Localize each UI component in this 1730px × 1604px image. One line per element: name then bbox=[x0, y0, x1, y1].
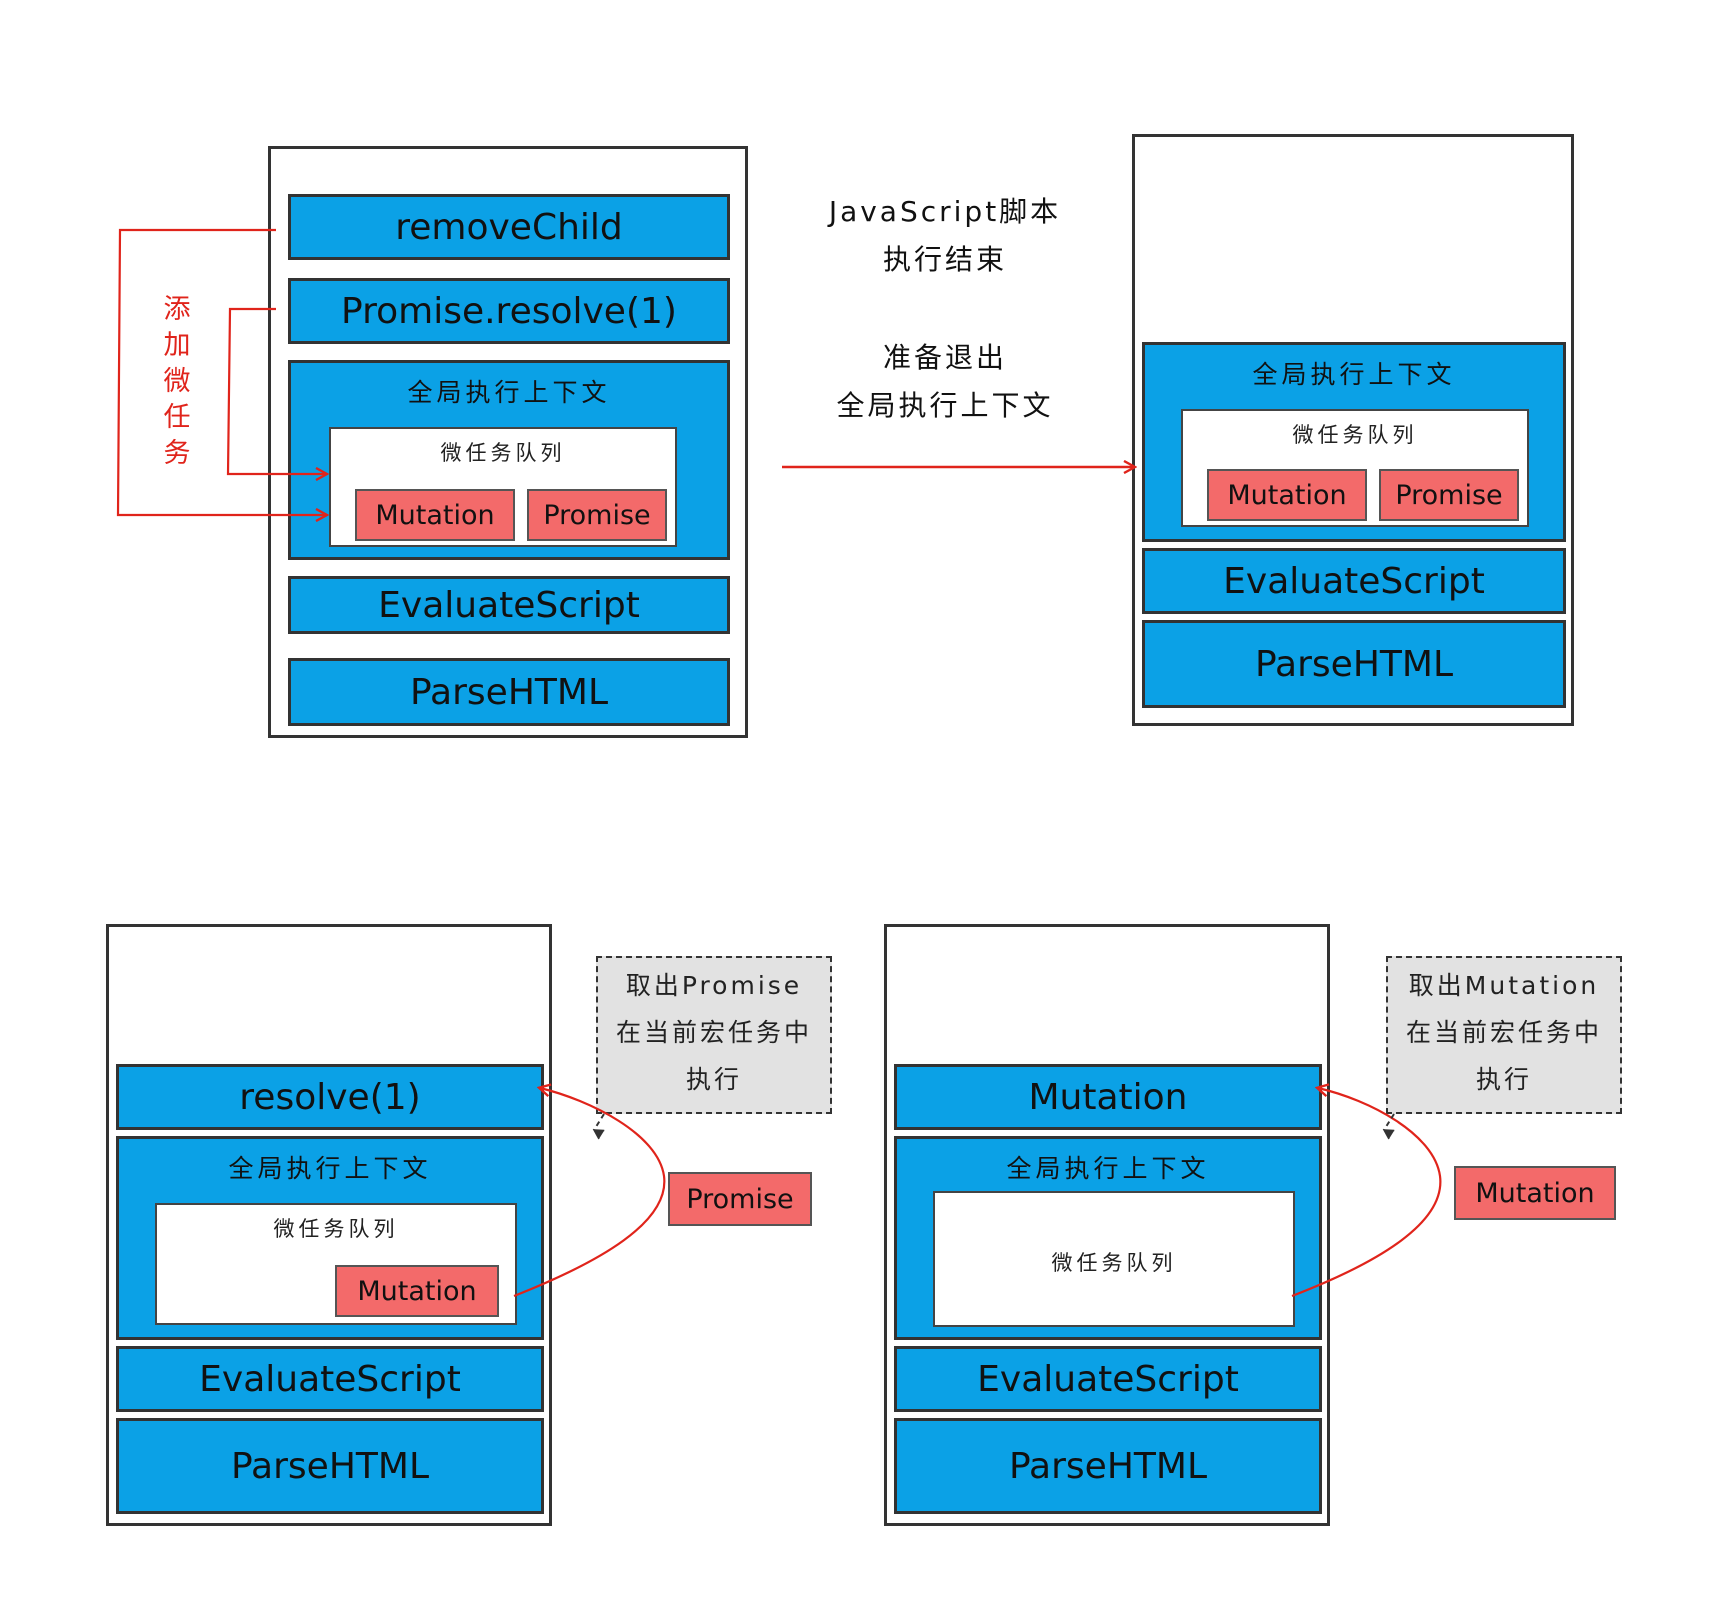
note-take-mutation: 取出Mutation 在当前宏任务中 执行 bbox=[1386, 956, 1622, 1114]
frame-resolve: resolve(1) bbox=[116, 1064, 544, 1130]
task-mutation: Mutation bbox=[1207, 469, 1367, 521]
side-char: 任 bbox=[163, 402, 191, 433]
frame-evaluate-script: EvaluateScript bbox=[1142, 548, 1566, 614]
arrow-mutation-to-top bbox=[1291, 1088, 1442, 1298]
frame-parse-html: ParseHTML bbox=[116, 1418, 544, 1514]
global-context-title: 全局执行上下文 bbox=[1006, 1154, 1210, 1183]
frame-parse-html: ParseHTML bbox=[1142, 620, 1566, 708]
note-line: 取出Mutation bbox=[1408, 971, 1600, 1000]
note-line: 在当前宏任务中 bbox=[1405, 1018, 1602, 1047]
arrow-promise-to-queue bbox=[226, 307, 326, 474]
moving-task-mutation: Mutation bbox=[1454, 1166, 1616, 1220]
frame-remove-child: removeChild bbox=[288, 194, 730, 260]
arrow-removechild-to-queue bbox=[116, 228, 326, 515]
microtask-queue-title: 微任务队列 bbox=[273, 1217, 399, 1241]
microtask-queue-title: 微任务队列 bbox=[440, 441, 566, 465]
global-context-title: 全局执行上下文 bbox=[407, 378, 611, 407]
frame-evaluate-script: EvaluateScript bbox=[288, 576, 730, 634]
global-execution-context: 全局执行上下文 微任务队列 Mutation Promise bbox=[288, 360, 730, 560]
microtask-queue-empty: 微任务队列 bbox=[933, 1191, 1295, 1327]
note-line: 执行 bbox=[1475, 1065, 1532, 1094]
transition-label: JavaScript脚本 执行结束 准备退出 全局执行上下文 bbox=[790, 188, 1100, 430]
note-pointer bbox=[1382, 1113, 1395, 1140]
frame-evaluate-script: EvaluateScript bbox=[894, 1346, 1322, 1412]
microtask-queue-title: 微任务队列 bbox=[1051, 1251, 1177, 1275]
microtask-queue-title: 微任务队列 bbox=[1292, 423, 1418, 447]
note-line: 执行 bbox=[685, 1065, 742, 1094]
global-execution-context: 全局执行上下文 微任务队列 Mutation Promise bbox=[1142, 342, 1566, 542]
transition-line-2: 执行结束 bbox=[882, 243, 1007, 276]
global-context-title: 全局执行上下文 bbox=[1252, 360, 1456, 389]
note-line: 取出Promise bbox=[625, 971, 803, 1000]
frame-parse-html: ParseHTML bbox=[894, 1418, 1322, 1514]
transition-line-3: 准备退出 bbox=[882, 341, 1007, 374]
frame-promise-resolve: Promise.resolve(1) bbox=[288, 278, 730, 344]
side-char: 务 bbox=[163, 438, 191, 469]
frame-parse-html: ParseHTML bbox=[288, 658, 730, 726]
task-promise: Promise bbox=[1379, 469, 1519, 521]
microtask-queue: 微任务队列 Mutation Promise bbox=[329, 427, 677, 547]
side-char: 加 bbox=[163, 330, 191, 361]
frame-evaluate-script: EvaluateScript bbox=[116, 1346, 544, 1412]
arrow-promise-to-resolve bbox=[513, 1088, 666, 1298]
microtask-queue: 微任务队列 Mutation bbox=[155, 1203, 517, 1325]
side-char: 微 bbox=[163, 366, 191, 397]
transition-line-1: JavaScript脚本 bbox=[828, 195, 1062, 228]
global-execution-context: 全局执行上下文 微任务队列 Mutation bbox=[116, 1136, 544, 1340]
global-execution-context: 全局执行上下文 微任务队列 bbox=[894, 1136, 1322, 1340]
microtask-queue: 微任务队列 Mutation Promise bbox=[1181, 409, 1529, 527]
note-pointer bbox=[592, 1113, 605, 1140]
note-line: 在当前宏任务中 bbox=[615, 1018, 812, 1047]
side-char: 添 bbox=[163, 294, 191, 325]
note-take-promise: 取出Promise 在当前宏任务中 执行 bbox=[596, 956, 832, 1114]
frame-mutation: Mutation bbox=[894, 1064, 1322, 1130]
transition-line-4: 全局执行上下文 bbox=[836, 389, 1054, 422]
global-context-title: 全局执行上下文 bbox=[228, 1154, 432, 1183]
task-mutation: Mutation bbox=[355, 489, 515, 541]
task-promise: Promise bbox=[527, 489, 667, 541]
task-mutation: Mutation bbox=[335, 1265, 499, 1317]
moving-task-promise: Promise bbox=[668, 1172, 812, 1226]
